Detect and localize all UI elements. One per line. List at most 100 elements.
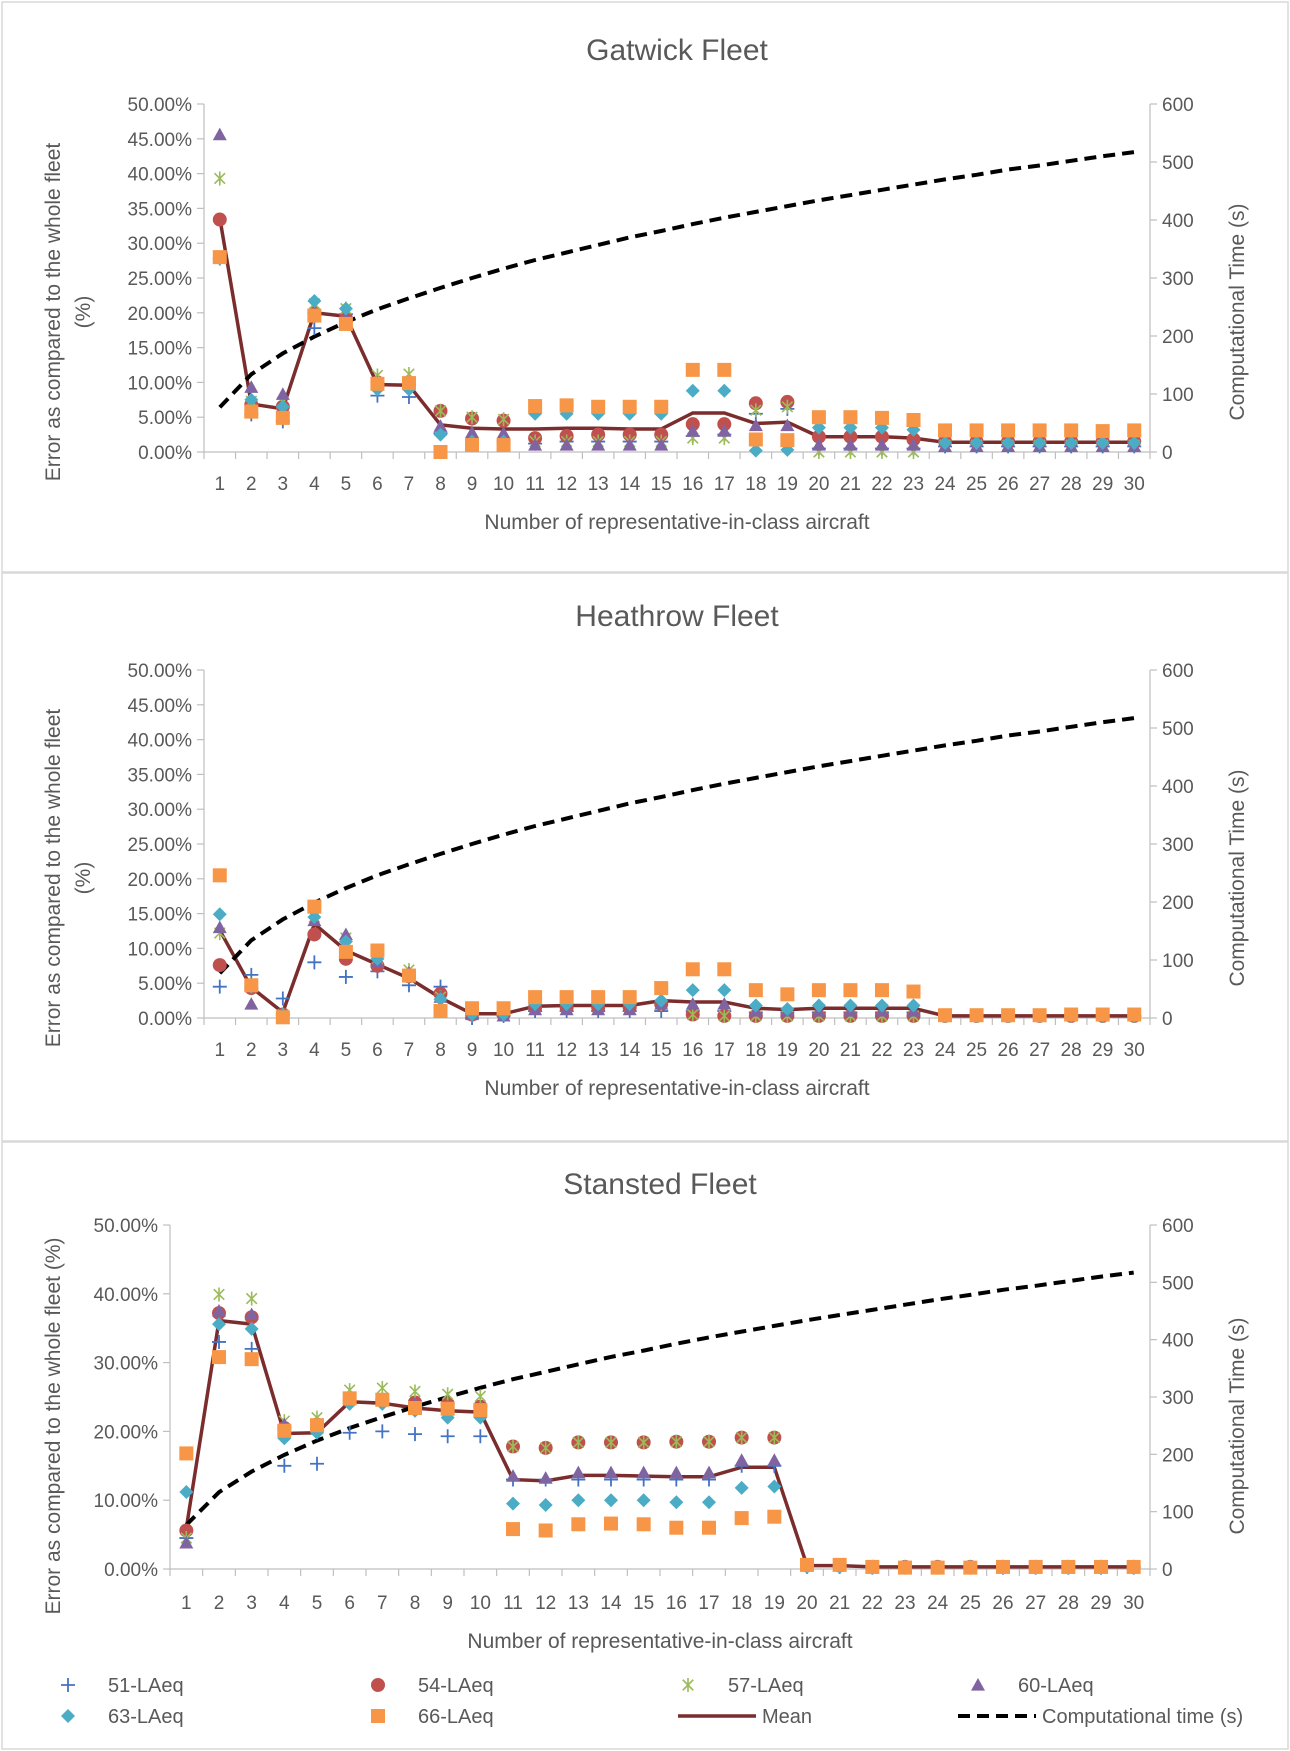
point-s57 — [735, 1430, 748, 1445]
legend-label-mean: Mean — [762, 1706, 812, 1728]
x-tick-label: 5 — [341, 1040, 352, 1061]
x-tick-label: 22 — [871, 474, 892, 495]
point-s57 — [441, 1387, 454, 1402]
x-tick-label: 7 — [377, 1593, 388, 1614]
legend-label-s54: 54-LAeq — [418, 1675, 494, 1697]
point-s63 — [604, 1493, 618, 1508]
y-tick-label: 0.00% — [138, 443, 192, 464]
point-s66 — [1001, 1008, 1016, 1023]
charts-layer: Gatwick Fleet0.00%5.00%10.00%15.00%20.00… — [42, 34, 1249, 1653]
point-s63 — [433, 427, 448, 442]
point-s63 — [1001, 435, 1016, 450]
series-line-ct — [218, 150, 1135, 409]
legend-label-s60: 60-LAeq — [1018, 1675, 1094, 1697]
x-tick-label: 27 — [1029, 1040, 1050, 1061]
point-s60 — [669, 1465, 684, 1479]
x-tick-label: 19 — [764, 1593, 785, 1614]
point-s66 — [496, 1001, 511, 1016]
point-s57 — [572, 1435, 585, 1450]
y2-tick-label: 0 — [1162, 1560, 1173, 1581]
point-s66 — [811, 983, 826, 998]
point-s63 — [734, 1480, 749, 1495]
y-tick-label: 10.00% — [128, 373, 193, 394]
point-s57 — [703, 1434, 715, 1449]
point-s60 — [717, 424, 732, 437]
point-s66 — [506, 1522, 520, 1537]
point-s57 — [637, 1435, 650, 1450]
y-tick-label: 25.00% — [128, 835, 193, 856]
x-tick-label: 5 — [341, 474, 352, 495]
point-s60 — [212, 1304, 226, 1317]
point-s66 — [559, 398, 574, 413]
y2-tick-label: 100 — [1162, 951, 1194, 972]
point-s63 — [212, 1317, 226, 1332]
x-tick-label: 9 — [442, 1593, 453, 1614]
x-tick-label: 18 — [745, 1040, 766, 1061]
point-s63 — [748, 443, 763, 458]
y-axis-title: Error as compared to the whole fleet (%) — [42, 143, 95, 482]
point-s66 — [275, 1010, 290, 1025]
x-tick-label: 13 — [588, 474, 609, 495]
y2-axis-title: Computational Time (s) — [1226, 769, 1249, 986]
x-tick-label: 22 — [862, 1593, 883, 1614]
x-tick-label: 4 — [309, 474, 320, 495]
point-s60 — [906, 438, 921, 451]
point-s66 — [969, 423, 984, 438]
point-s60 — [212, 920, 227, 934]
y-tick-label: 30.00% — [94, 1354, 159, 1375]
point-s66 — [843, 983, 858, 998]
point-s66 — [401, 376, 416, 391]
point-s60 — [244, 380, 259, 393]
point-s63 — [669, 1495, 684, 1510]
point-s66 — [996, 1559, 1010, 1574]
point-s63 — [636, 1493, 651, 1508]
panel-border-heathrow — [1, 572, 1289, 1142]
point-s57 — [409, 1384, 421, 1399]
point-s66 — [930, 1560, 945, 1575]
x-tick-label: 11 — [525, 1040, 545, 1061]
point-s63 — [685, 983, 700, 998]
point-s66 — [310, 1418, 324, 1433]
y-tick-label: 0.00% — [104, 1560, 158, 1581]
x-tick-label: 9 — [467, 1040, 478, 1061]
point-s54 — [212, 958, 227, 973]
y-tick-label: 15.00% — [128, 339, 193, 360]
point-s66 — [559, 990, 574, 1005]
point-s66 — [1095, 424, 1110, 439]
point-s66 — [244, 404, 259, 419]
x-tick-label: 13 — [568, 1593, 589, 1614]
series-line-ct — [184, 1270, 1134, 1527]
point-s63 — [571, 1493, 586, 1508]
point-s63 — [938, 435, 953, 450]
point-s51 — [277, 1458, 292, 1473]
point-s66 — [212, 868, 227, 883]
point-s66 — [338, 944, 353, 959]
x-tick-label: 17 — [714, 474, 735, 495]
point-s66 — [1001, 423, 1016, 438]
point-s57 — [213, 1287, 225, 1302]
y-tick-label: 45.00% — [128, 130, 193, 151]
point-s66 — [375, 1392, 390, 1407]
x-tick-label: 12 — [556, 474, 577, 495]
point-s66 — [780, 433, 795, 448]
point-s57 — [376, 1381, 389, 1396]
point-s66 — [496, 438, 511, 453]
x-tick-label: 21 — [840, 474, 861, 495]
x-tick-label: 11 — [503, 1593, 523, 1614]
x-tick-label: 15 — [651, 1040, 672, 1061]
x-tick-label: 27 — [1029, 474, 1050, 495]
legend-label-s63: 63-LAeq — [108, 1706, 184, 1728]
point-s63 — [179, 1484, 194, 1499]
point-s66 — [685, 962, 700, 977]
x-tick-label: 14 — [600, 1593, 622, 1614]
y2-tick-label: 200 — [1162, 893, 1194, 914]
point-s51 — [275, 991, 290, 1006]
y-tick-label: 40.00% — [128, 731, 193, 752]
point-s57 — [781, 399, 794, 414]
y-tick-label: 50.00% — [128, 661, 193, 682]
x-tick-label: 13 — [588, 1040, 609, 1061]
x-tick-label: 20 — [808, 1040, 829, 1061]
y2-tick-label: 300 — [1162, 835, 1194, 856]
point-s66 — [244, 1352, 259, 1367]
y2-axis-title: Computational Time (s) — [1226, 203, 1249, 420]
